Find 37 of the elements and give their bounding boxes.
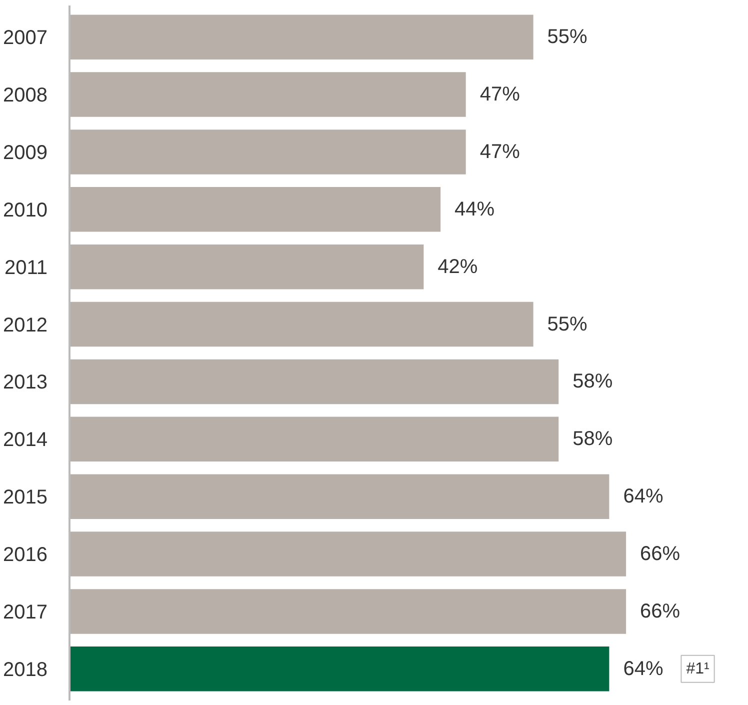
data-label: 66% (640, 600, 680, 622)
bar (70, 14, 534, 60)
bar (70, 359, 559, 404)
y-tick-label: 2012 (3, 314, 48, 336)
data-label: 47% (480, 140, 520, 163)
data-label: 64% (623, 486, 664, 508)
y-tick-label: 2013 (3, 372, 48, 394)
data-label: 47% (480, 84, 520, 106)
y-tick-label: 2008 (3, 84, 48, 107)
data-label: 42% (438, 256, 478, 278)
data-label: 55% (547, 313, 588, 336)
y-tick-label: 2017 (3, 601, 48, 624)
y-tick-label: 2010 (3, 199, 48, 222)
data-label: 64% (623, 658, 664, 680)
bar (70, 416, 559, 462)
data-label: 55% (547, 26, 588, 48)
data-label: 58% (572, 370, 613, 393)
bar (70, 302, 534, 347)
bar (70, 532, 626, 576)
bar (70, 646, 610, 692)
data-label: 66% (640, 543, 680, 566)
y-tick-label: 2009 (3, 142, 48, 164)
data-label: 58% (572, 428, 613, 450)
y-tick-label: 2018 (3, 658, 48, 681)
data-label: 44% (454, 198, 495, 220)
y-tick-label: 2011 (4, 256, 48, 279)
bar (70, 244, 424, 290)
bar (70, 187, 441, 232)
y-tick-label: 2007 (3, 27, 48, 50)
bar (70, 130, 466, 174)
bar (70, 72, 466, 117)
y-tick-label: 2014 (3, 429, 48, 452)
y-tick-label: 2015 (3, 486, 48, 509)
y-tick-label: 2016 (3, 544, 48, 566)
text: #1¹ (686, 660, 710, 678)
bar (70, 589, 626, 634)
bar (70, 474, 610, 519)
